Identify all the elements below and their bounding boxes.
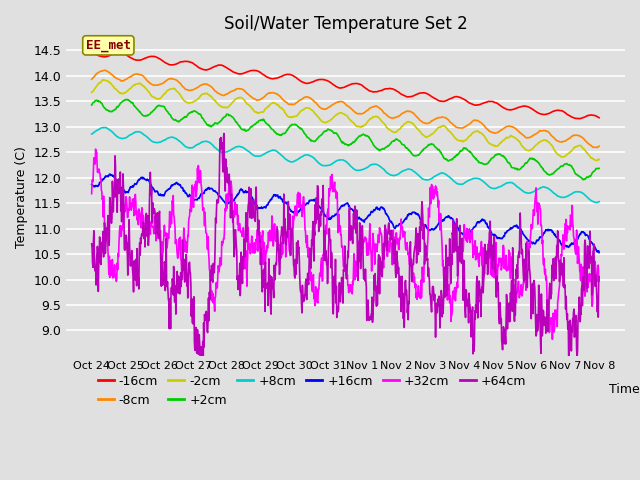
Title: Soil/Water Temperature Set 2: Soil/Water Temperature Set 2	[223, 15, 467, 33]
Y-axis label: Temperature (C): Temperature (C)	[15, 146, 28, 248]
X-axis label: Time: Time	[609, 383, 640, 396]
Text: EE_met: EE_met	[86, 39, 131, 52]
Legend: -16cm, -8cm, -2cm, +2cm, +8cm, +16cm, +32cm, +64cm: -16cm, -8cm, -2cm, +2cm, +8cm, +16cm, +3…	[93, 370, 531, 412]
